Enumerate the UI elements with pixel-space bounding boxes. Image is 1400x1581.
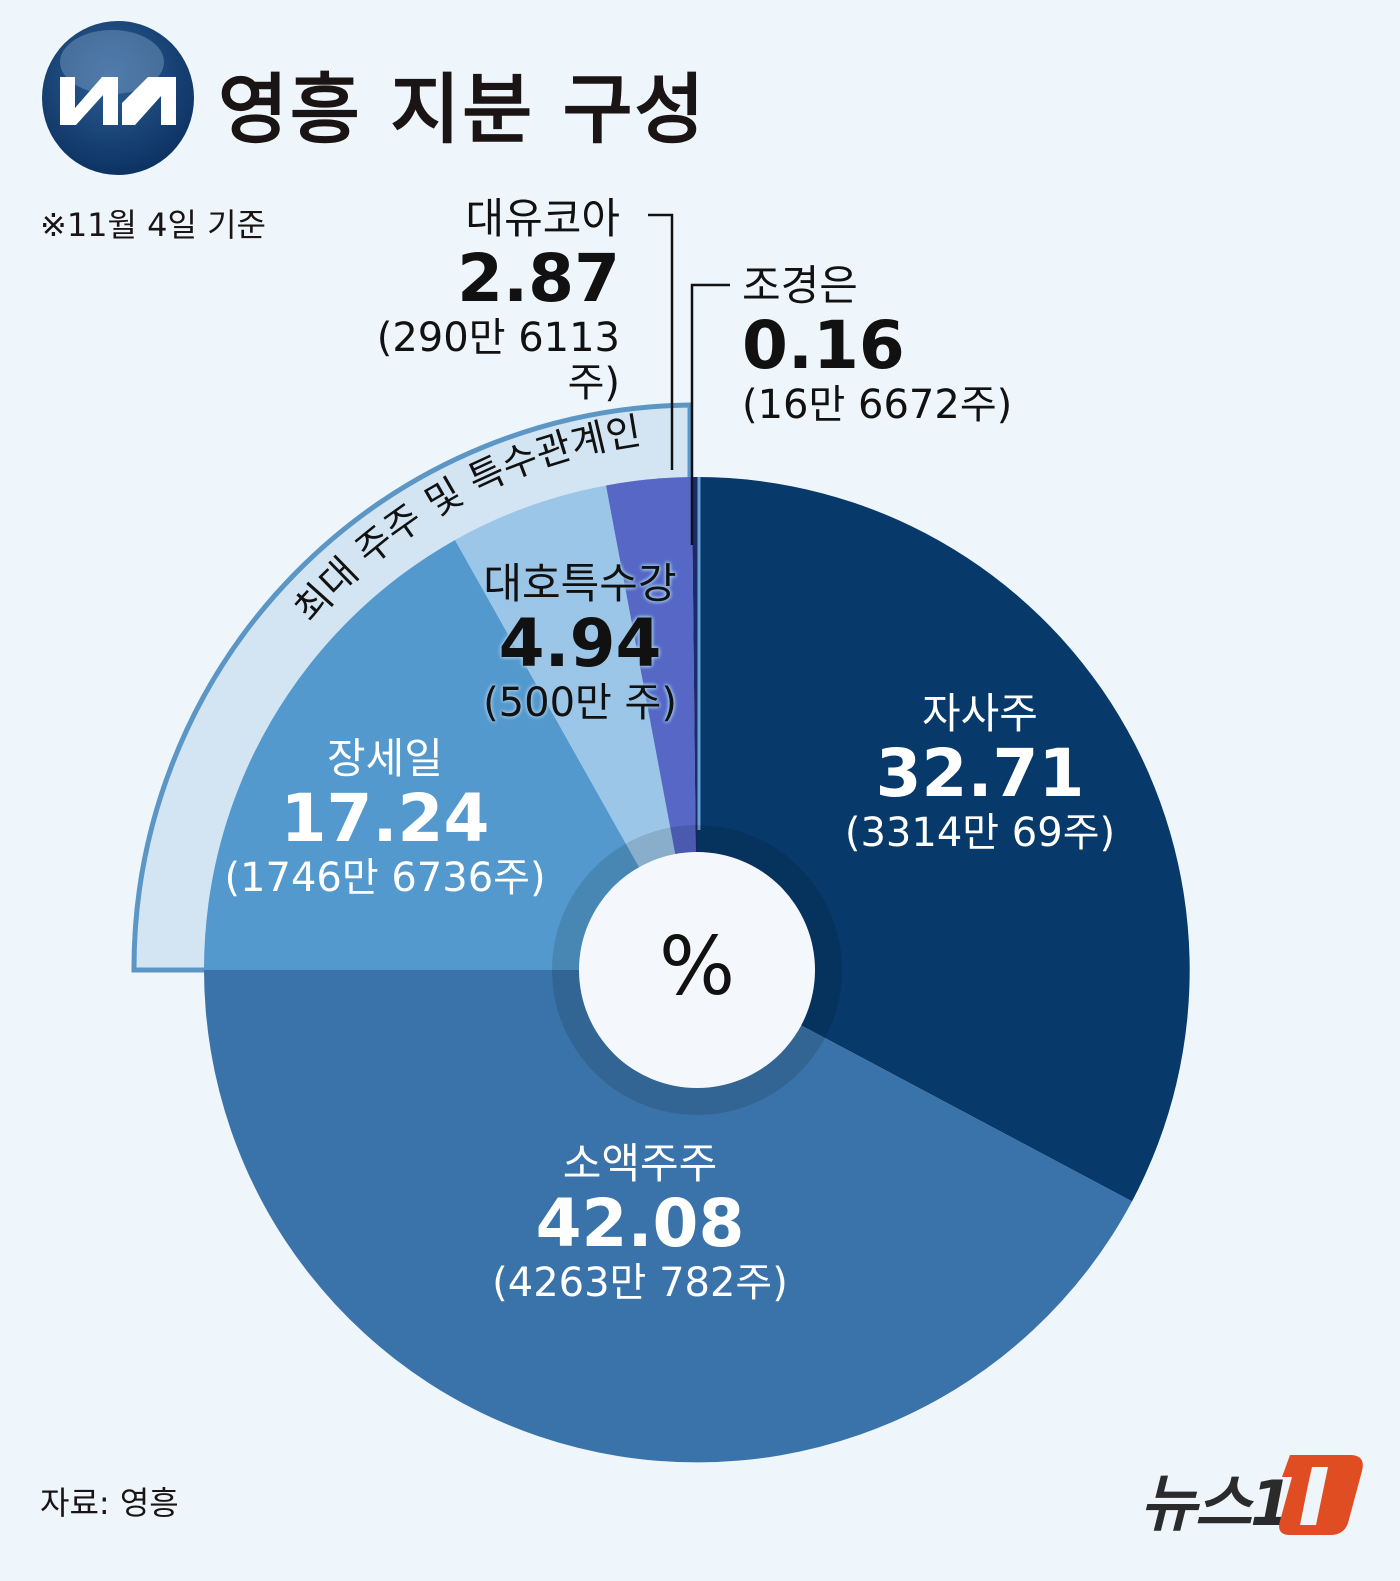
slice-name: 소액주주 [562, 1139, 718, 1188]
slice-jang[interactable] [203, 540, 698, 970]
yeongheung-logo-icon [42, 21, 194, 175]
slice-pct: 32.71 [875, 735, 1085, 813]
label-jang: 장세일 17.24 (1746만 6736주) [215, 735, 555, 901]
news1-one-icon [1279, 1455, 1363, 1535]
label-treasury: 자사주 32.71 (3314만 69주) [830, 690, 1130, 856]
slice-pct: 17.24 [280, 780, 490, 858]
slice-shares: (4263만 782주) [492, 1259, 788, 1306]
slice-name: 자사주 [922, 689, 1038, 738]
slice-name: 장세일 [327, 734, 443, 783]
label-daeho: 대호특수강 4.94 (500만 주) [470, 560, 690, 726]
slice-daeho[interactable] [455, 485, 697, 971]
slice-pct: 2.87 [457, 240, 620, 318]
leader-line-daeyu [648, 213, 674, 470]
page-title: 영흥 지분 구성 [218, 65, 707, 154]
slice-treasury[interactable] [697, 477, 1190, 1202]
slice-name: 대유코아 [465, 194, 620, 243]
slice-shares: (16만 6672주) [742, 381, 1013, 428]
donut-hole [579, 852, 815, 1088]
center-unit-label: % [658, 920, 735, 1013]
slice-name: 조경은 [742, 261, 858, 310]
slice-cho[interactable] [691, 477, 697, 970]
news1-logo: 뉴스1 [1140, 1445, 1380, 1540]
date-note: ※11월 4일 기준 [40, 206, 266, 244]
label-cho: 조경은 0.16 (16만 6672주) [742, 262, 1032, 428]
source-note: 자료: 영흥 [40, 1484, 179, 1522]
slice-shares: (3314만 69주) [844, 809, 1116, 856]
news1-brand-text: 뉴스1 [1140, 1467, 1293, 1540]
slice-pct: 4.94 [498, 605, 662, 683]
slice-minority[interactable] [204, 970, 1132, 1463]
slice-daeyu[interactable] [606, 477, 697, 970]
slice-pct: 0.16 [742, 307, 905, 385]
slice-name: 대호특수강 [483, 559, 677, 608]
slice-shares: (1746만 6736주) [224, 854, 546, 901]
leader-line-cho [690, 283, 730, 545]
slice-pct: 42.08 [535, 1185, 745, 1263]
slice-shares: (500만 주) [483, 679, 677, 726]
label-minority: 소액주주 42.08 (4263만 782주) [470, 1140, 810, 1306]
label-daeyu: 대유코아 2.87 (290만 6113주) [330, 195, 620, 406]
slice-shares: (290만 6113주) [376, 314, 620, 406]
